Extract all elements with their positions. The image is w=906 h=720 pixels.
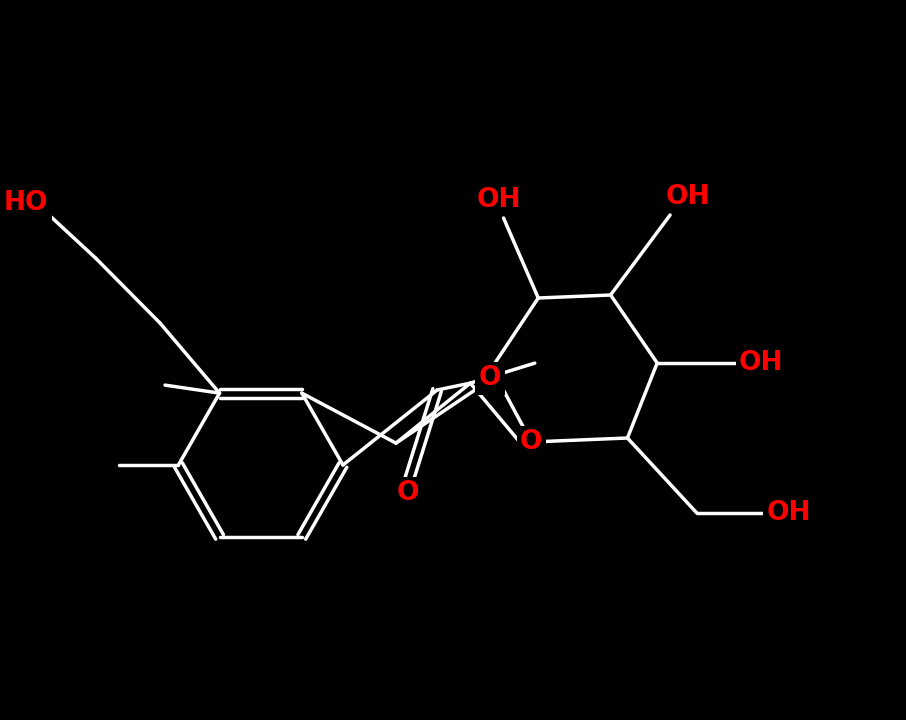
- Text: O: O: [520, 429, 543, 455]
- Text: OH: OH: [666, 184, 710, 210]
- Text: O: O: [479, 365, 501, 391]
- Text: HO: HO: [4, 190, 49, 216]
- Text: OH: OH: [477, 187, 521, 213]
- Text: O: O: [396, 480, 419, 506]
- Text: OH: OH: [739, 350, 784, 376]
- Text: OH: OH: [766, 500, 811, 526]
